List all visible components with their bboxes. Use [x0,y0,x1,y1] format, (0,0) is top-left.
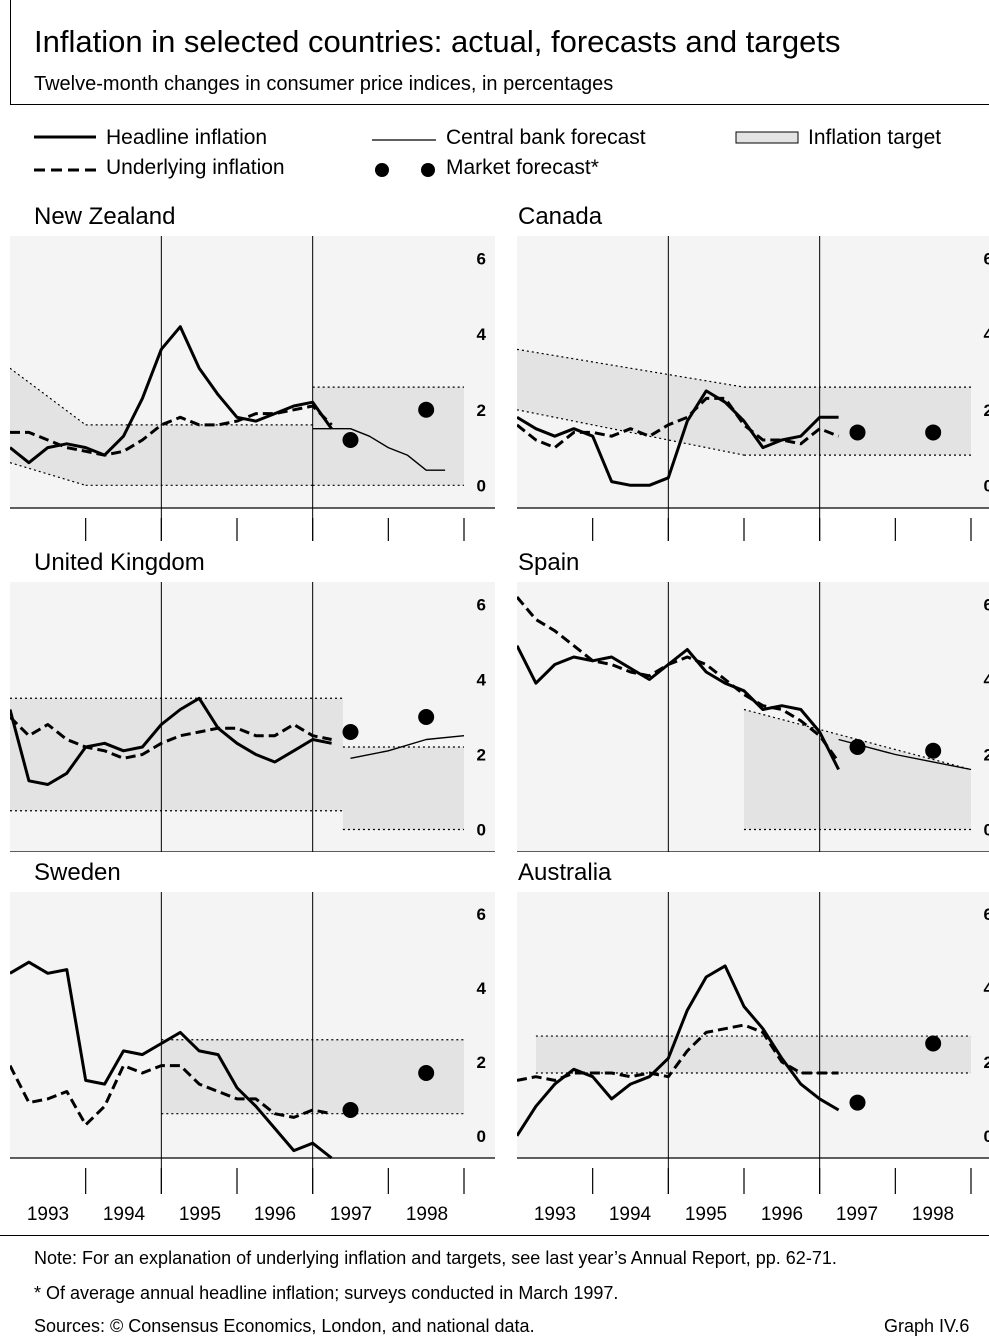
legend-target-swatch [734,128,802,148]
y-tick-label: 0 [984,1127,989,1146]
market-forecast-dot [925,1035,941,1051]
y-tick-label: 0 [477,1127,486,1146]
market-forecast-dot [418,1065,434,1081]
y-tick-label: 4 [477,325,487,344]
legend-underlying-label: Underlying inflation [106,156,285,180]
chart-sweden: 0 2 4 6 [10,892,495,1194]
y-tick-label: 6 [984,596,989,615]
market-forecast-dot [925,424,941,440]
x-label-1996-left: 1996 [245,1204,305,1226]
chart-australia: 0 2 4 6 [517,892,989,1194]
x-label-1994-right: 1994 [600,1204,660,1226]
market-forecast-dot [343,1102,359,1118]
legend-headline-label: Headline inflation [106,126,267,150]
market-forecast-dot [343,724,359,740]
y-tick-label: 6 [477,905,486,924]
target-band [343,747,464,830]
y-tick-label: 4 [477,979,487,998]
y-tick-label: 6 [477,596,486,615]
target-band [536,1036,971,1073]
x-label-1996-right: 1996 [752,1204,812,1226]
graph-id: Graph IV.6 [884,1316,969,1337]
legend-headline-swatch [30,124,100,184]
y-tick-label: 4 [477,671,487,690]
x-label-1994-left: 1994 [94,1204,154,1226]
y-tick-label: 0 [984,476,989,495]
x-label-1997-left: 1997 [321,1204,381,1226]
legend-target-label: Inflation target [808,126,941,150]
page-title: Inflation in selected countries: actual,… [34,24,840,60]
y-tick-label: 6 [477,250,486,269]
target-band [86,425,313,485]
panel-title-spain: Spain [518,549,579,577]
note-text: Note: For an explanation of underlying i… [34,1248,837,1269]
footnote-text: * Of average annual headline inflation; … [34,1283,618,1304]
market-forecast-dot [850,739,866,755]
page-subtitle: Twelve-month changes in consumer price i… [34,73,613,96]
panel-title-australia: Australia [518,859,611,887]
sources-text: Sources: © Consensus Economics, London, … [34,1316,535,1337]
market-forecast-dot [418,402,434,418]
chart-spain: 0 2 4 6 [517,582,989,852]
legend-forecast-swatch [364,124,442,184]
y-tick-label: 4 [984,325,989,344]
panel-title-united-kingdom: United Kingdom [34,549,205,577]
legend-cb-forecast-label: Central bank forecast [446,126,646,150]
y-tick-label: 0 [984,821,989,840]
y-tick-label: 0 [477,476,486,495]
y-tick-label: 4 [984,979,989,998]
x-label-1997-right: 1997 [827,1204,887,1226]
x-label-1998-right: 1998 [903,1204,963,1226]
y-tick-label: 2 [477,401,486,420]
y-tick-label: 0 [477,821,486,840]
target-band [10,698,343,811]
y-tick-label: 2 [984,401,989,420]
panel-background [517,892,989,1158]
panel-title-new-zealand: New Zealand [34,203,175,231]
chart-united-kingdom: 0 2 4 6 [10,582,495,852]
legend-market-forecast-label: Market forecast* [446,156,599,180]
market-forecast-dot [850,1095,866,1111]
x-label-1993-left: 1993 [18,1204,78,1226]
x-label-1998-left: 1998 [397,1204,457,1226]
x-label-1995-left: 1995 [170,1204,230,1226]
panel-title-sweden: Sweden [34,859,121,887]
y-tick-label: 2 [984,746,989,765]
y-tick-label: 4 [984,671,989,690]
x-label-1995-right: 1995 [676,1204,736,1226]
y-tick-label: 6 [984,250,989,269]
panel-title-canada: Canada [518,203,602,231]
target-band [744,387,971,455]
market-forecast-dot [418,709,434,725]
chart-new-zealand: 0 2 4 6 [10,236,495,541]
notes-divider [0,1235,989,1236]
header-divider [10,104,989,105]
y-tick-label: 2 [477,1053,486,1072]
market-forecast-dot [925,743,941,759]
y-tick-label: 6 [984,905,989,924]
y-tick-label: 2 [984,1053,989,1072]
market-forecast-dot [343,432,359,448]
frame-left-edge [10,0,11,105]
x-label-1993-right: 1993 [525,1204,585,1226]
y-tick-label: 2 [477,746,486,765]
market-forecast-dot [850,424,866,440]
chart-canada: 0 2 4 6 [517,236,989,541]
